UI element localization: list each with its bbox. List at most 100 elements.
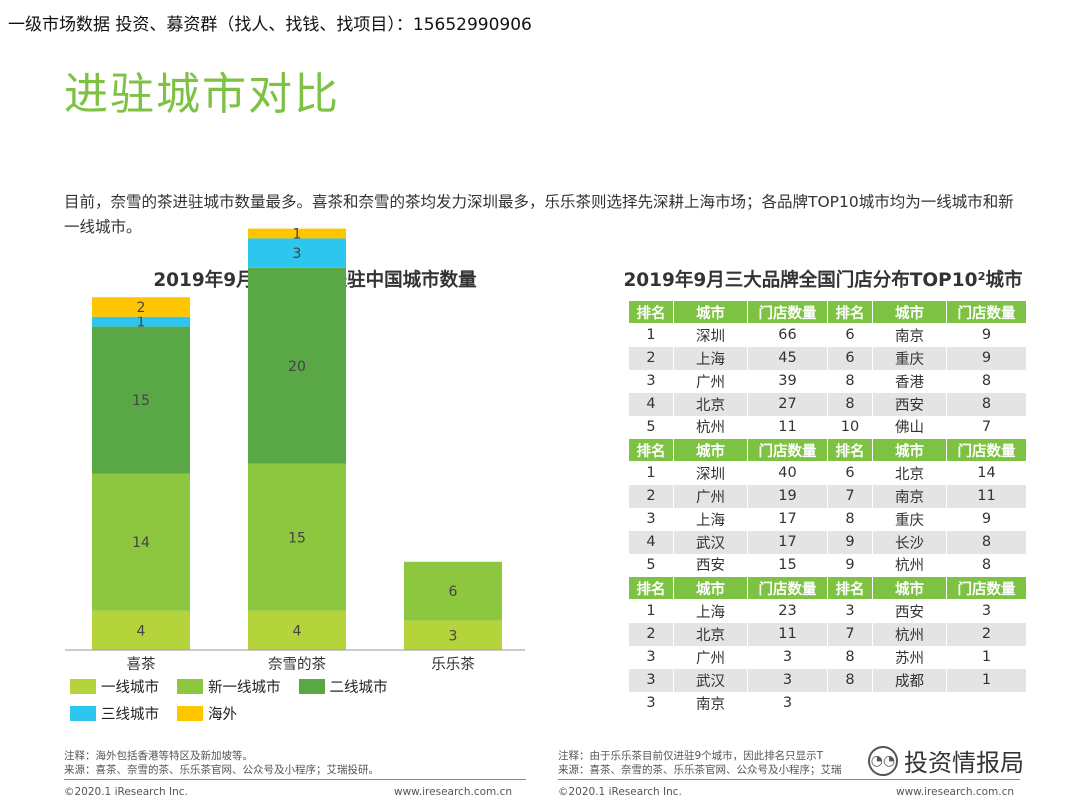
right-footnote-note: 注释：由于乐乐茶目前仅进驻9个城市，因此排名只显示T [558, 750, 824, 762]
table-cell: 1 [946, 668, 1027, 692]
table-cell: 8 [946, 392, 1027, 416]
top-banner: 一级市场数据 投资、募资群（找人、找钱、找项目）：15652990906 [8, 15, 532, 35]
table-cell: 3 [747, 691, 828, 715]
table-header-cell: 城市 [872, 576, 947, 600]
bar-segment [404, 620, 502, 650]
bar-data-label: 6 [449, 584, 458, 600]
left-footnote-source: 来源：喜茶、奈雪的茶、乐乐茶官网、公众号及小程序；艾瑞投研。 [64, 764, 379, 776]
table-cell: 9 [827, 553, 873, 577]
chart-legend: 一线城市 新一线城市 二线城市 三线城市 海外 [70, 676, 510, 730]
bar-data-label: 3 [449, 628, 458, 644]
table-cell: 上海 [673, 507, 748, 531]
table-cell: 1 [628, 323, 674, 347]
left-site: www.iresearch.com.cn [394, 786, 513, 798]
table-row: 2 上海 45 6 重庆 9 [628, 346, 1027, 370]
table-row: 3 南京 3 [628, 691, 1027, 715]
table-cell: 8 [827, 507, 873, 531]
table-header-cell: 门店数量 [747, 576, 828, 600]
table-header-cell: 城市 [673, 300, 748, 324]
table-cell: 北京 [673, 622, 748, 646]
legend-swatch [70, 679, 96, 694]
table-cell: 西安 [673, 553, 748, 577]
table-cell: 3 [628, 691, 674, 715]
table-cell: 2 [946, 622, 1027, 646]
legend-entry: 一线城市 [70, 676, 159, 697]
table-cell: 西安 [872, 599, 947, 623]
bar-segment [92, 326, 190, 474]
table-cell: 2 [628, 622, 674, 646]
table-row: 4 武汉 17 9 长沙 8 [628, 530, 1027, 554]
bar-segment [92, 610, 190, 650]
table-cell: 11 [747, 622, 828, 646]
table-cell: 南京 [673, 691, 748, 715]
legend-swatch [177, 706, 203, 721]
table-cell: 广州 [673, 645, 748, 669]
table-cell: 11 [946, 484, 1027, 508]
table-cell: 5 [628, 553, 674, 577]
table-row: 2 广州 19 7 南京 11 [628, 484, 1027, 508]
bar-segment [92, 316, 190, 327]
bar-segment [92, 473, 190, 611]
watermark-text: 投资情报局 [904, 749, 1024, 777]
table-cell: 66 [747, 323, 828, 347]
bar-segment [248, 228, 346, 239]
right-site: www.iresearch.com.cn [896, 786, 1015, 798]
right-footnote-source: 来源：喜茶、奈雪的茶、乐乐茶官网、公众号及小程序；艾瑞 [558, 764, 842, 776]
table-cell: 上海 [673, 346, 748, 370]
table-header-cell: 排名 [628, 438, 674, 462]
bar-data-label: 1 [293, 227, 302, 243]
page-title: 进驻城市对比 [64, 69, 340, 120]
table-header-cell: 门店数量 [747, 438, 828, 462]
table-cell: 6 [827, 323, 873, 347]
table-cell: 17 [747, 530, 828, 554]
table-row: 3 上海 17 8 重庆 9 [628, 507, 1027, 531]
table-header-cell: 排名 [827, 300, 873, 324]
table-cell: 8 [827, 369, 873, 393]
table-header-cell: 门店数量 [946, 300, 1027, 324]
table-cell: 27 [747, 392, 828, 416]
table-cell: 23 [747, 599, 828, 623]
table-cell: 南京 [872, 484, 947, 508]
right-footer-divider [558, 779, 1020, 780]
legend-label: 三线城市 [101, 707, 159, 723]
table-cell: 2 [628, 346, 674, 370]
left-footnote-note: 注释：海外包括香港等特区及新加坡等。 [64, 750, 253, 762]
bar-data-label: 20 [288, 359, 306, 375]
table-cell: 深圳 [673, 461, 748, 485]
table-cell: 北京 [872, 461, 947, 485]
table-cell: 南京 [872, 323, 947, 347]
table-cell: 北京 [673, 392, 748, 416]
bar-data-label: 4 [137, 623, 146, 639]
table-cell: 广州 [673, 369, 748, 393]
table-header-cell: 城市 [673, 438, 748, 462]
table-cell: 1 [628, 461, 674, 485]
bar-data-label: 1 [137, 315, 146, 331]
table-cell: 武汉 [673, 530, 748, 554]
table-cell: 9 [946, 323, 1027, 347]
table-header-row: 排名 城市 门店数量 排名 城市 门店数量 [628, 438, 1027, 462]
table-cell: 39 [747, 369, 828, 393]
table-cell: 40 [747, 461, 828, 485]
table-cell: 8 [946, 530, 1027, 554]
table-header-cell: 门店数量 [747, 300, 828, 324]
table-cell: 3 [827, 599, 873, 623]
table-cell: 7 [827, 484, 873, 508]
table-cell: 武汉 [673, 668, 748, 692]
legend-label: 新一线城市 [208, 680, 281, 696]
bar-segment [248, 463, 346, 611]
table-row: 2 北京 11 7 杭州 2 [628, 622, 1027, 646]
table-header-cell: 门店数量 [946, 576, 1027, 600]
table-cell: 3 [628, 668, 674, 692]
table-cell: 1 [946, 645, 1027, 669]
table-cell: 杭州 [673, 415, 748, 439]
table-cell: 6 [827, 346, 873, 370]
table-cell: 15 [747, 553, 828, 577]
table-cell: 10 [827, 415, 873, 439]
table-header-cell: 排名 [628, 576, 674, 600]
table-cell [946, 691, 1027, 715]
table-cell: 3 [946, 599, 1027, 623]
left-copyright: ©2020.1 iResearch Inc. [64, 786, 188, 798]
table-cell: 7 [827, 622, 873, 646]
table-cell: 4 [628, 392, 674, 416]
bar-data-label: 15 [132, 393, 150, 409]
